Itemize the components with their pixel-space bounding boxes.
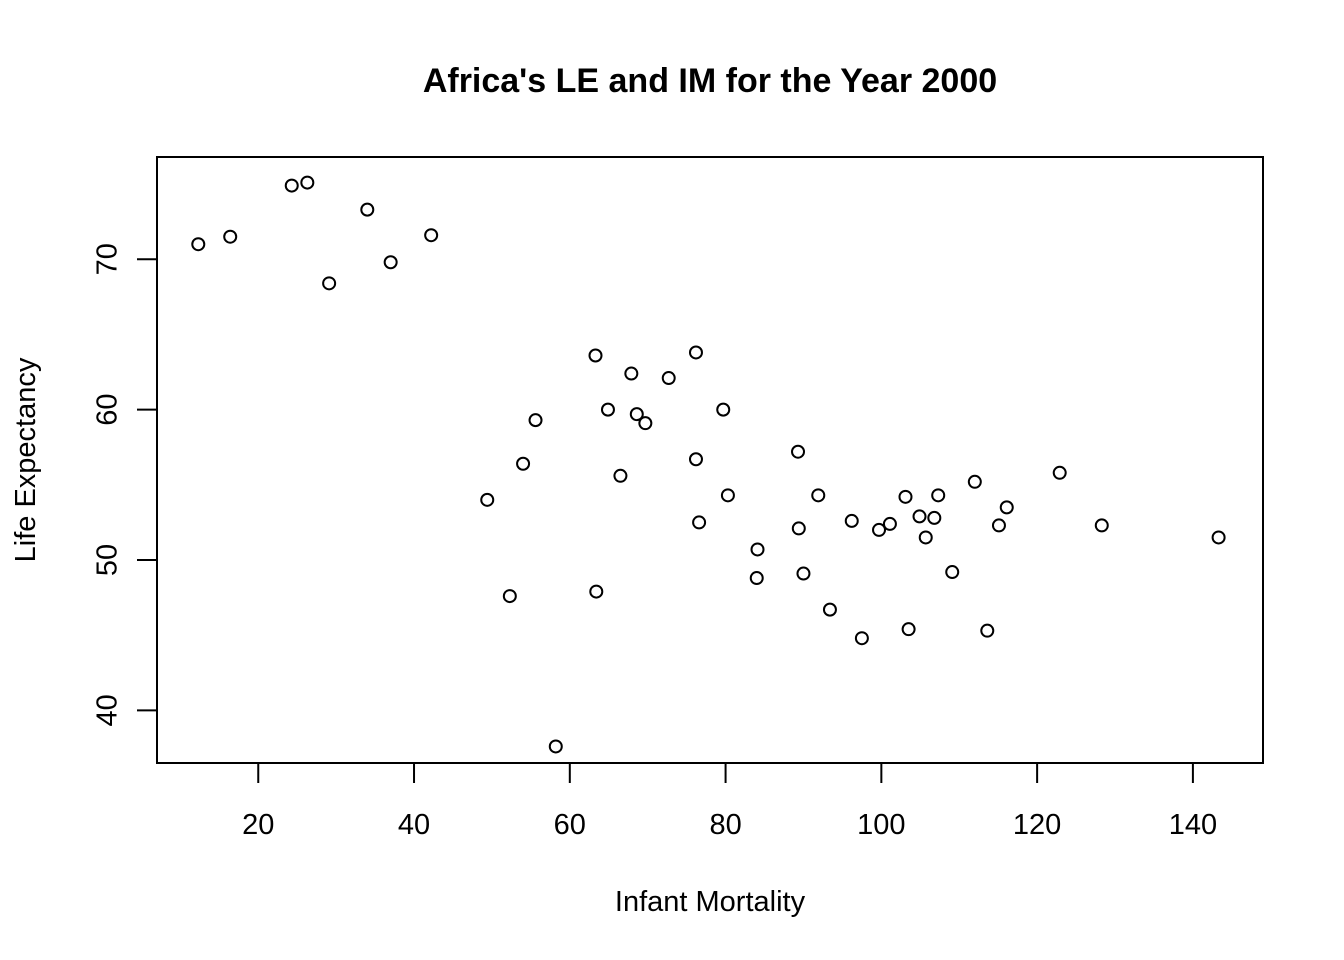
data-point — [720, 488, 735, 503]
data-point — [999, 500, 1014, 515]
data-point — [811, 488, 826, 503]
x-tick-label: 100 — [857, 809, 905, 841]
data-point — [901, 622, 916, 637]
data-point — [688, 345, 703, 360]
x-tick-label: 40 — [398, 809, 430, 841]
data-point — [638, 416, 653, 431]
data-point — [945, 565, 960, 580]
y-axis-label: Life Expectancy — [10, 357, 42, 562]
data-point — [613, 468, 628, 483]
data-point — [688, 452, 703, 467]
data-point — [991, 518, 1006, 533]
data-point — [223, 229, 238, 244]
data-point — [872, 522, 887, 537]
x-tick-label: 80 — [709, 809, 741, 841]
y-tick-label: 70 — [92, 243, 124, 275]
data-point — [300, 175, 315, 190]
data-point — [918, 530, 933, 545]
data-point — [191, 237, 206, 252]
data-point — [898, 489, 913, 504]
plot-frame — [156, 156, 1264, 764]
data-point — [692, 515, 707, 530]
data-point — [1094, 518, 1109, 533]
data-point — [284, 178, 299, 193]
data-point — [796, 566, 811, 581]
data-point — [882, 516, 897, 531]
data-point — [912, 509, 927, 524]
data-point — [600, 402, 615, 417]
data-point — [980, 623, 995, 638]
data-point — [750, 542, 765, 557]
data-point — [588, 348, 603, 363]
data-point — [791, 444, 806, 459]
y-tick-label: 40 — [92, 694, 124, 726]
y-tick-label: 50 — [92, 544, 124, 576]
data-point — [516, 456, 531, 471]
x-tick-label: 140 — [1169, 809, 1217, 841]
data-point — [589, 584, 604, 599]
x-axis: 20 40 60 80 100 120 140 — [242, 762, 1217, 841]
x-tick-label: 120 — [1013, 809, 1061, 841]
x-tick-label: 20 — [242, 809, 274, 841]
data-point — [716, 402, 731, 417]
data-point — [424, 228, 439, 243]
data-point — [1052, 465, 1067, 480]
data-point — [360, 202, 375, 217]
data-point — [927, 510, 942, 525]
data-point — [844, 513, 859, 528]
x-tick-label: 60 — [554, 809, 586, 841]
data-point — [322, 276, 337, 291]
data-points — [191, 175, 1226, 754]
data-point — [854, 631, 869, 646]
data-point — [624, 366, 639, 381]
data-point — [528, 413, 543, 428]
data-point — [480, 492, 495, 507]
data-point — [1211, 530, 1226, 545]
data-point — [822, 602, 837, 617]
data-point — [661, 371, 676, 386]
data-point — [791, 521, 806, 536]
y-tick-label: 60 — [92, 393, 124, 425]
data-point — [629, 407, 644, 422]
chart-title: Africa's LE and IM for the Year 2000 — [423, 62, 997, 100]
data-point — [931, 488, 946, 503]
data-point — [749, 571, 764, 586]
data-point — [548, 739, 563, 754]
x-axis-label: Infant Mortality — [615, 886, 806, 918]
y-axis: 40 50 60 70 — [92, 243, 158, 727]
data-point — [502, 589, 517, 604]
data-point — [383, 255, 398, 270]
data-point — [967, 474, 982, 489]
